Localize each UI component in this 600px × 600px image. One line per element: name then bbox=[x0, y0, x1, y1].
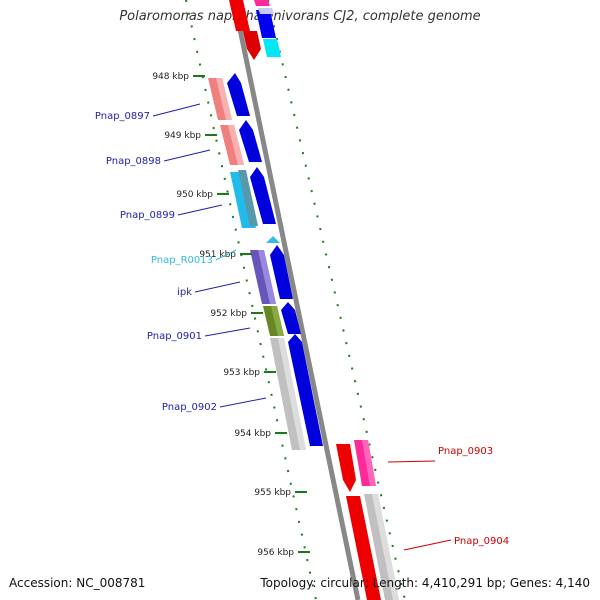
label-leader-line bbox=[177, 204, 223, 216]
gene-block-top-pink[interactable] bbox=[254, 0, 270, 6]
gene-ipk-cds[interactable] bbox=[270, 245, 293, 299]
gene-Pnap_0903-feature-light[interactable] bbox=[362, 440, 376, 486]
gene-block-top-blue[interactable] bbox=[256, 10, 276, 38]
gene-block-top-red-arrow[interactable] bbox=[243, 31, 261, 60]
label-leader-line bbox=[163, 149, 211, 162]
tick-label: 955 kbp bbox=[254, 488, 291, 498]
gene-block-top-cyan[interactable] bbox=[263, 39, 281, 57]
gene-label-Pnap_R0013[interactable]: Pnap_R0013 bbox=[151, 255, 213, 266]
gene-label-Pnap_0902[interactable]: Pnap_0902 bbox=[162, 402, 217, 413]
gene-Pnap_0904-cds[interactable] bbox=[346, 496, 381, 600]
gene-Pnap_0898-cds[interactable] bbox=[239, 120, 262, 162]
gene-Pnap_0898-feature-light[interactable] bbox=[228, 125, 244, 165]
accession-text: Accession: NC_008781 bbox=[9, 576, 146, 590]
gene-block-top-red[interactable] bbox=[229, 0, 250, 31]
tick-label: 951 kbp bbox=[199, 250, 236, 260]
genome-title: Polaromonas naphthalenivorans CJ2, compl… bbox=[119, 9, 481, 24]
gene-Pnap_0901-feature-light[interactable] bbox=[271, 306, 284, 336]
genome-backbone bbox=[231, 0, 361, 600]
gene-Pnap_0897-feature-light[interactable] bbox=[216, 78, 232, 120]
gene-label-Pnap_0904[interactable]: Pnap_0904 bbox=[454, 536, 509, 547]
right-tick-guide bbox=[267, 0, 406, 600]
label-leader-line bbox=[219, 397, 267, 408]
tick-label: 953 kbp bbox=[223, 368, 260, 378]
tick-label: 949 kbp bbox=[164, 131, 201, 141]
topology-text: Topology: circular; Length: 4,410,291 bp… bbox=[260, 576, 590, 590]
gene-Pnap_0904-feature-light[interactable] bbox=[372, 494, 399, 600]
gene-ipk-feature-light[interactable] bbox=[258, 250, 276, 304]
gene-labels: Pnap_0897 Pnap_0898 Pnap_0899 Pnap_R0013ipk… bbox=[95, 103, 509, 551]
gene-Pnap_0897-cds[interactable] bbox=[227, 73, 250, 116]
label-leader-line bbox=[403, 539, 452, 551]
tick-label: 954 kbp bbox=[234, 429, 271, 439]
label-leader-line bbox=[215, 249, 237, 261]
gene-Pnap_0903-cds[interactable] bbox=[336, 444, 356, 492]
label-leader-line bbox=[387, 460, 436, 463]
scale-ticks: 948 kbp 949 kbp 950 kbp 951 kbp 952 kbp 953 k… bbox=[152, 72, 310, 558]
gene-label-ipk[interactable]: ipk bbox=[177, 287, 192, 298]
gene-label-Pnap_0901[interactable]: Pnap_0901 bbox=[147, 331, 202, 342]
gene-block-top-lavender[interactable] bbox=[258, 8, 274, 14]
gene-label-Pnap_0897[interactable]: Pnap_0897 bbox=[95, 111, 150, 122]
gene-Pnap_0902-feature-light[interactable] bbox=[278, 338, 306, 450]
label-leader-line bbox=[204, 327, 251, 337]
tick-label: 952 kbp bbox=[210, 309, 247, 319]
label-leader-line bbox=[152, 103, 201, 117]
label-leader-line bbox=[194, 281, 241, 293]
gene-Pnap_0899-feature-dark[interactable] bbox=[238, 170, 258, 226]
gene-Pnap_0901-cds[interactable] bbox=[281, 302, 301, 334]
tick-label: 948 kbp bbox=[152, 72, 189, 82]
gene-Pnap_0899-cds[interactable] bbox=[250, 167, 276, 224]
gene-Pnap_R0013-feature[interactable] bbox=[266, 236, 280, 243]
gene-Pnap_0902-cds[interactable] bbox=[288, 334, 323, 446]
gene-label-Pnap_0903[interactable]: Pnap_0903 bbox=[438, 446, 493, 457]
tick-label: 956 kbp bbox=[257, 548, 294, 558]
gene-label-Pnap_0898[interactable]: Pnap_0898 bbox=[106, 156, 161, 167]
gene-label-Pnap_0899[interactable]: Pnap_0899 bbox=[120, 210, 175, 221]
tick-label: 950 kbp bbox=[176, 190, 213, 200]
